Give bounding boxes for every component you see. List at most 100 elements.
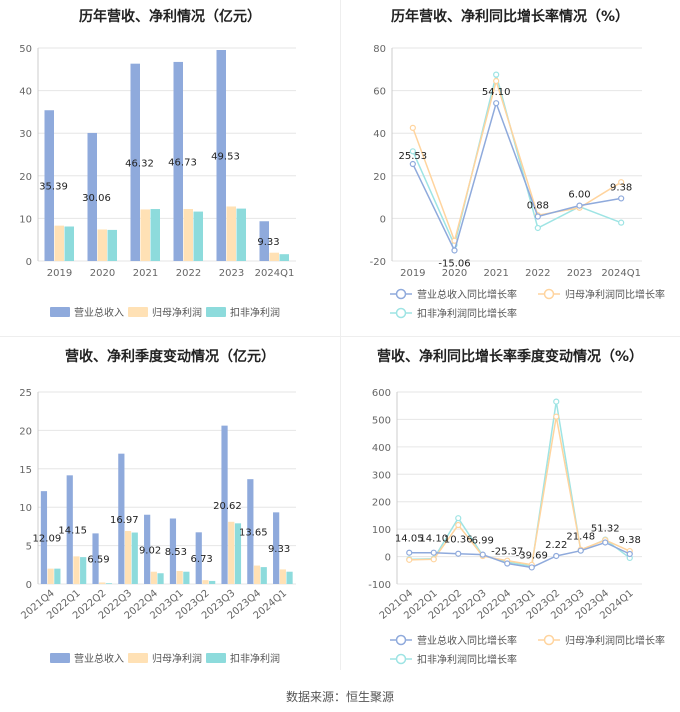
- bar-revenue: [130, 63, 140, 261]
- legend-swatch: [128, 307, 148, 317]
- bar-revenue: [169, 518, 177, 584]
- bar-deducted-profit: [80, 557, 87, 584]
- series-line: [412, 100, 622, 253]
- chart-svg: 0 10 20 30 40 50 2019 2020 2021 2022 2023 2024Q1 35.…: [19, 44, 296, 319]
- legend-label: 扣非净利润同比增长率: [417, 653, 517, 666]
- bar-revenue: [87, 132, 97, 261]
- legend-swatch: [50, 307, 70, 317]
- y-tick-label: 60: [373, 87, 386, 98]
- y-tick-label: 40: [19, 87, 32, 98]
- legend-swatch: [50, 653, 70, 663]
- x-tick-label: 2022: [525, 268, 550, 279]
- bar-net-profit: [269, 252, 279, 261]
- data-label: -25.37: [491, 547, 523, 558]
- series-line: [412, 78, 622, 244]
- bar-deducted-profit: [260, 567, 267, 584]
- data-point: [504, 560, 511, 567]
- y-tick-label: 400: [372, 443, 391, 454]
- data-label: 35.39: [39, 182, 68, 193]
- legend-label: 归母净利润: [152, 306, 202, 319]
- legend-label: 营业总收入同比增长率: [417, 288, 517, 301]
- chart-svg: -20 0 20 40 60 80 2019 2020 2021 2022 2023 2024Q1 25…: [370, 44, 665, 320]
- data-label: 25.53: [399, 151, 428, 162]
- legend-label: 归母净利润同比增长率: [565, 634, 665, 647]
- bar-deducted-profit: [236, 208, 246, 261]
- y-tick-label: 100: [372, 525, 391, 536]
- legend-swatch: [206, 307, 226, 317]
- bar-net-profit: [47, 568, 54, 584]
- legend-label: 扣非净利润: [230, 306, 280, 319]
- legend-label: 营业总收入: [74, 306, 124, 319]
- bar-deducted-profit: [150, 209, 160, 261]
- bar-deducted-profit: [54, 568, 61, 584]
- data-label: 0.88: [527, 201, 549, 212]
- chart-title: 历年营收、净利同比增长率情况（%）: [390, 9, 630, 25]
- bar-net-profit: [140, 209, 150, 261]
- y-tick-label: 10: [19, 503, 32, 514]
- data-point: [406, 549, 413, 556]
- data-label: 54.10: [482, 87, 511, 98]
- x-tick-label: 2021: [133, 268, 158, 279]
- data-label: -39.69: [516, 550, 548, 561]
- x-tick-label: 2023: [567, 268, 592, 279]
- y-tick-label: 80: [373, 44, 386, 55]
- data-point: [493, 71, 500, 78]
- y-tick-label: -20: [370, 257, 386, 268]
- y-tick-label: -100: [368, 580, 391, 591]
- legend-swatch: [206, 653, 226, 663]
- data-point: [618, 195, 625, 202]
- vertical-divider: [340, 0, 341, 670]
- bar-net-profit: [54, 225, 64, 261]
- legend-marker: [395, 288, 407, 300]
- bar-revenue: [92, 533, 99, 584]
- data-label: 20.62: [213, 501, 242, 512]
- bar-deducted-profit: [286, 571, 293, 584]
- data-label: 46.73: [168, 157, 197, 168]
- y-tick-label: 500: [372, 415, 391, 426]
- data-point: [455, 550, 462, 557]
- data-point: [409, 160, 416, 168]
- data-point: [618, 179, 625, 186]
- bar-net-profit: [202, 580, 209, 584]
- bar-revenue: [195, 532, 202, 584]
- bar-net-profit: [228, 521, 235, 584]
- bar-net-profit: [183, 209, 193, 261]
- bar-deducted-profit: [279, 254, 289, 261]
- data-label: 9.38: [619, 535, 641, 546]
- bar-deducted-profit: [157, 573, 164, 584]
- y-tick-label: 20: [19, 426, 32, 437]
- data-label: 10.36: [444, 535, 473, 546]
- bar-deducted-profit: [105, 583, 113, 584]
- bar-net-profit: [279, 569, 286, 584]
- bar-net-profit: [253, 565, 261, 584]
- chart-svg: -10001002003004005006002021Q42022Q12022Q…: [368, 388, 665, 666]
- data-point: [626, 550, 633, 558]
- data-label: 6.73: [191, 554, 213, 565]
- bar-net-profit: [99, 582, 106, 584]
- quarterly-growth-rate-chart: 营收、净利同比增长率季度变动情况（%） -100 0 100 200 300 400 500…: [340, 340, 680, 680]
- data-label: 46.32: [125, 158, 154, 169]
- x-tick-label: 2020: [90, 268, 115, 279]
- bar-revenue: [66, 475, 73, 584]
- y-tick-label: 20: [373, 172, 386, 183]
- bar-revenue: [40, 491, 48, 584]
- x-tick-label: 2024Q1: [255, 268, 295, 279]
- chart-title: 历年营收、净利情况（亿元）: [79, 9, 261, 25]
- bar-revenue: [273, 512, 280, 584]
- data-label: 14.10: [419, 534, 448, 545]
- legend-label: 扣非净利润: [230, 652, 280, 665]
- chart-title: 营收、净利同比增长率季度变动情况（%）: [376, 349, 644, 365]
- bar-revenue: [259, 221, 269, 261]
- data-point: [455, 521, 462, 529]
- legend-label: 营业总收入: [74, 652, 124, 665]
- x-tick-label: 2019: [47, 268, 72, 279]
- x-tick-label: 2021: [483, 268, 508, 279]
- y-tick-label: 0: [26, 257, 32, 268]
- data-point: [430, 549, 437, 556]
- data-label: 16.97: [110, 515, 139, 526]
- data-point: [479, 551, 486, 558]
- data-label: 8.53: [165, 547, 187, 558]
- data-point: [618, 219, 625, 226]
- data-label: 14.15: [58, 526, 87, 537]
- data-label: 9.33: [257, 237, 279, 248]
